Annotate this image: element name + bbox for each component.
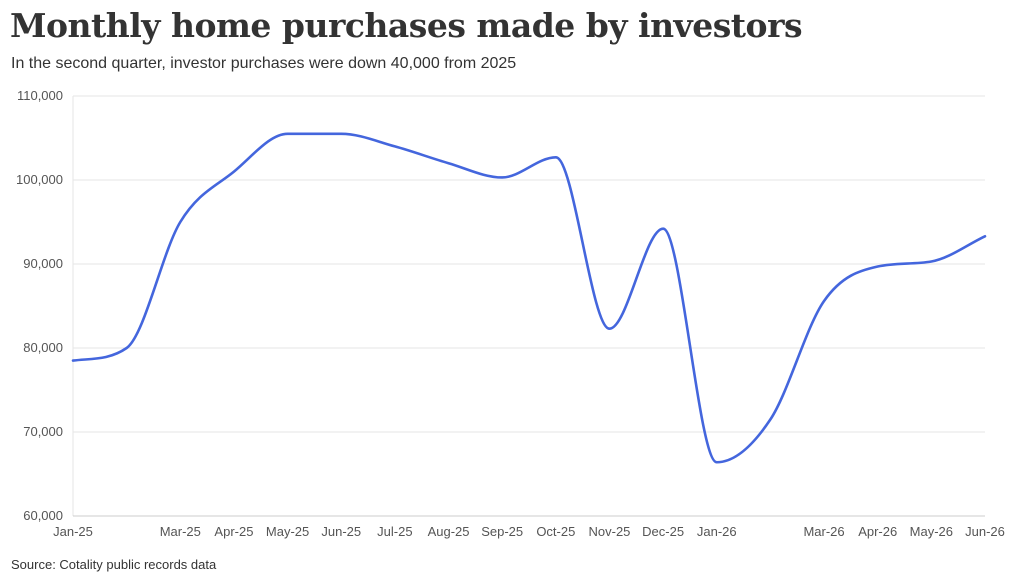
x-tick-label: Sep-25 [481, 524, 523, 539]
x-tick-label: Mar-26 [803, 524, 844, 539]
source-note: Source: Cotality public records data [11, 557, 217, 572]
x-tick-label: Jan-26 [697, 524, 737, 539]
x-tick-label: Jul-25 [377, 524, 412, 539]
chart-subtitle: In the second quarter, investor purchase… [11, 55, 517, 72]
x-tick-label: Oct-25 [536, 524, 575, 539]
y-tick-label: 110,000 [17, 88, 63, 103]
x-tick-label: May-26 [910, 524, 953, 539]
x-tick-label: Apr-26 [858, 524, 897, 539]
x-tick-label: May-25 [266, 524, 309, 539]
chart-title: Monthly home purchases made by investors [10, 6, 803, 45]
series-line [71, 132, 987, 464]
y-tick-label: 90,000 [23, 256, 63, 271]
y-axis-tick-labels: 60,000 70,000 80,000 90,000 100,000 110,000 [16, 88, 63, 523]
x-tick-label: Apr-25 [214, 524, 253, 539]
y-tick-label: 70,000 [23, 424, 63, 439]
x-tick-label: Dec-25 [642, 524, 684, 539]
y-tick-label: 60,000 [23, 508, 63, 523]
x-axis-tick-labels: Jan-25 Mar-25 Apr-25 May-25 Jun-25 Jul-25 Aug-… [53, 524, 1005, 539]
x-tick-label: Jun-25 [321, 524, 361, 539]
gridlines [72, 95, 985, 517]
y-tick-label: 80,000 [23, 340, 63, 355]
x-tick-label: Jun-26 [965, 524, 1005, 539]
x-tick-label: Aug-25 [428, 524, 470, 539]
x-tick-label: Jan-25 [53, 524, 93, 539]
x-tick-label: Nov-25 [589, 524, 631, 539]
y-tick-label: 100,000 [16, 172, 63, 187]
series-layer [71, 132, 987, 464]
x-tick-label: Mar-25 [160, 524, 201, 539]
